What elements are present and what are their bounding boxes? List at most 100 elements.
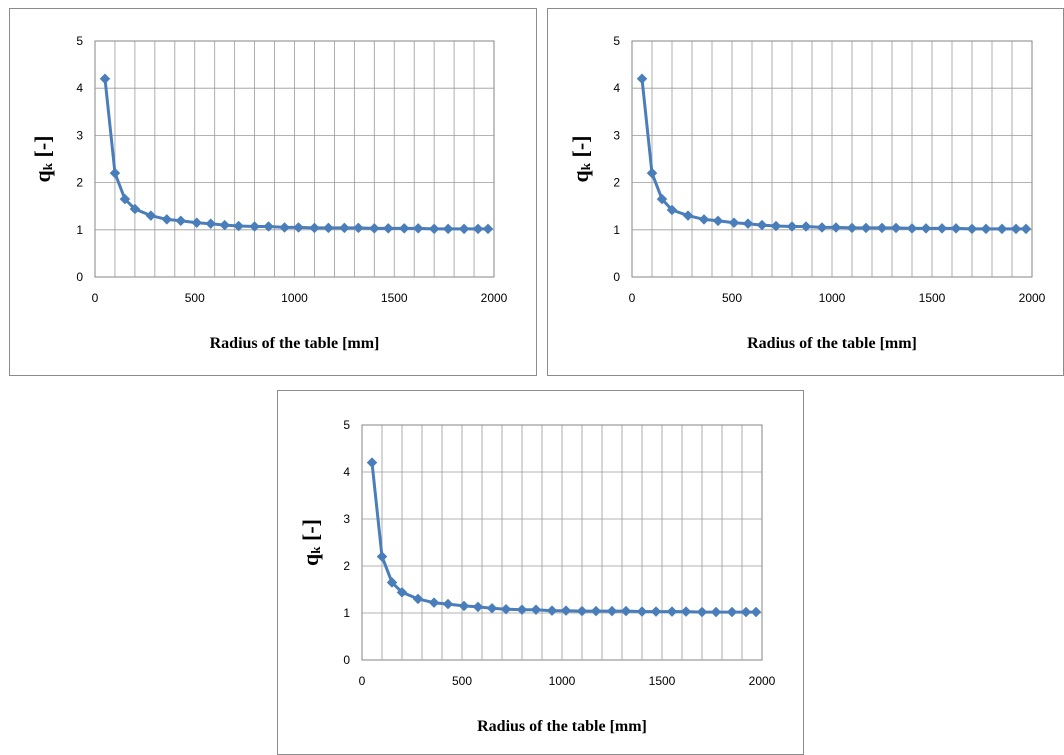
series-markers <box>636 73 1032 235</box>
data-point <box>309 222 320 234</box>
y-axis-title: qk [-] <box>30 136 55 183</box>
data-point <box>666 204 678 216</box>
x-tick-label: 1000 <box>281 291 308 305</box>
data-point <box>786 221 798 232</box>
chart-svg: 0 1 2 3 4 5 0 500 1000 1500 2000 Radius of the tabl… <box>298 418 776 735</box>
y-axis-title-main: q <box>298 553 323 566</box>
data-point <box>279 222 290 233</box>
data-point <box>191 217 203 229</box>
data-point <box>1020 223 1032 235</box>
y-axis-title-sub: k <box>40 162 55 170</box>
data-point <box>920 223 932 234</box>
y-axis-title-main: q <box>30 169 55 182</box>
data-point <box>682 210 694 221</box>
data-point <box>382 223 394 234</box>
gridlines <box>362 425 762 660</box>
data-point <box>906 223 918 234</box>
data-point <box>636 73 648 85</box>
data-point <box>680 606 692 617</box>
y-tick-label: 2 <box>343 559 350 573</box>
x-tick-label: 500 <box>452 674 472 688</box>
data-point <box>458 600 470 612</box>
data-point <box>750 606 762 618</box>
x-tick-label: 2000 <box>481 291 508 305</box>
x-tick-label: 1000 <box>819 291 846 305</box>
y-tick-label: 5 <box>613 34 620 48</box>
series-markers <box>99 73 494 235</box>
y-tick-label: 4 <box>76 81 83 95</box>
data-point <box>500 603 512 615</box>
data-point <box>119 193 131 205</box>
data-point <box>249 221 260 232</box>
data-point <box>428 597 440 609</box>
data-point <box>366 457 378 468</box>
y-axis-title-sub: k <box>578 162 593 170</box>
y-tick-label: 3 <box>613 128 620 142</box>
data-point <box>412 593 424 605</box>
data-point <box>966 223 978 235</box>
data-point <box>323 222 334 234</box>
data-point <box>656 193 668 205</box>
data-point <box>109 167 121 179</box>
y-tick-label: 4 <box>343 465 350 479</box>
data-point <box>368 223 380 234</box>
data-point <box>756 219 768 231</box>
x-tick-label: 0 <box>92 291 99 305</box>
data-point <box>696 606 708 618</box>
data-point <box>560 605 572 617</box>
data-point <box>698 214 710 225</box>
x-tick-label: 2000 <box>1019 291 1046 305</box>
data-point <box>205 218 217 230</box>
data-point <box>770 220 782 232</box>
data-point <box>99 73 111 85</box>
data-point <box>129 203 141 215</box>
data-point <box>860 222 872 234</box>
data-point <box>876 222 888 234</box>
data-point <box>726 606 738 618</box>
x-tick-label: 2000 <box>749 674 776 688</box>
x-tick-label: 1500 <box>649 674 676 688</box>
y-tick-label: 0 <box>343 653 350 667</box>
series-line <box>640 78 1026 231</box>
x-axis-title: Radius of the table [mm] <box>477 718 647 735</box>
x-tick-label: 1500 <box>919 291 946 305</box>
y-axis-title-unit: [-] <box>30 136 55 163</box>
chart-svg: 0 1 2 3 4 5 0 500 1000 1500 2000 Radius of the tabl… <box>30 34 508 352</box>
data-point <box>293 222 304 233</box>
data-point <box>442 223 454 235</box>
data-point <box>728 217 740 229</box>
data-point <box>950 223 962 234</box>
y-tick-label: 0 <box>76 270 83 284</box>
data-point <box>376 551 388 562</box>
data-point <box>458 223 470 235</box>
data-point <box>516 604 528 616</box>
data-point <box>482 223 494 235</box>
data-point <box>576 605 588 617</box>
data-point <box>800 221 812 232</box>
data-point <box>636 606 648 617</box>
x-axis-title: Radius of the table [mm] <box>747 335 917 352</box>
y-axis-title-sub: k <box>308 546 323 554</box>
x-axis-title: Radius of the table [mm] <box>210 335 380 352</box>
data-point <box>620 605 632 617</box>
y-tick-label: 1 <box>343 606 350 620</box>
data-point <box>472 223 484 235</box>
y-tick-label: 5 <box>343 418 350 432</box>
data-point <box>740 606 752 618</box>
data-point <box>936 223 948 234</box>
x-tick-label: 1500 <box>381 291 408 305</box>
y-tick-label: 2 <box>613 176 620 190</box>
data-point <box>412 223 424 234</box>
data-point <box>472 601 484 613</box>
y-tick-label: 1 <box>76 223 83 237</box>
data-point <box>233 220 244 232</box>
data-point <box>646 167 658 179</box>
x-tick-label: 500 <box>185 291 205 305</box>
data-point <box>442 598 454 610</box>
data-point <box>486 602 498 614</box>
y-tick-label: 3 <box>76 128 83 142</box>
x-tick-label: 0 <box>629 291 636 305</box>
y-axis-title: qk [-] <box>298 519 323 566</box>
y-axis-title-unit: [-] <box>568 136 593 163</box>
data-point <box>816 222 828 233</box>
